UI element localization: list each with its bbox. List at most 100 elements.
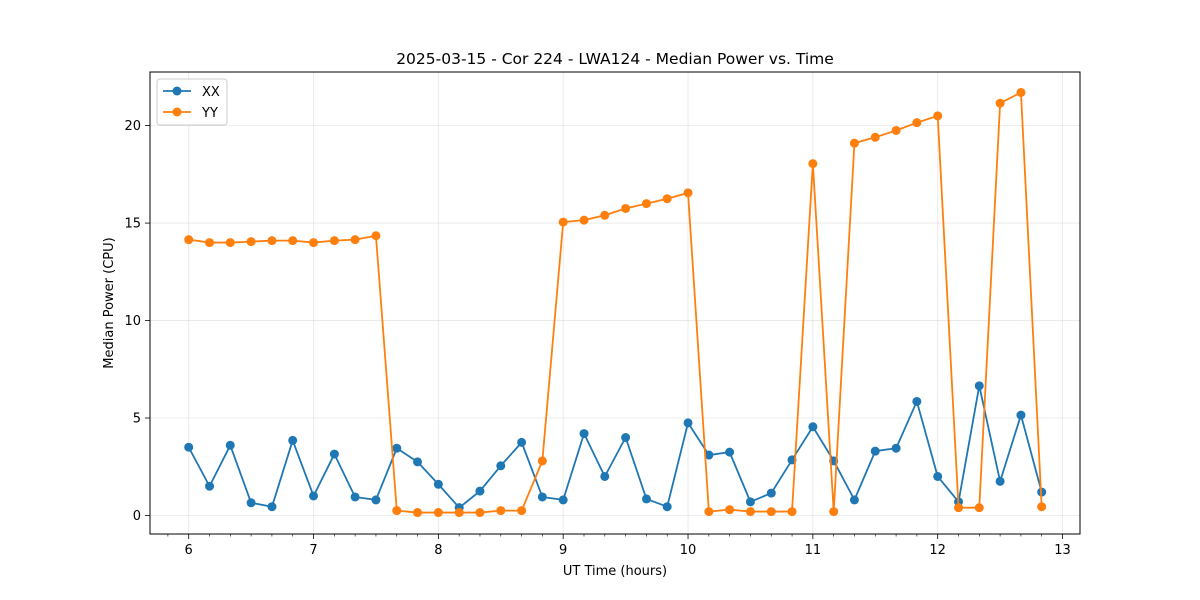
data-point-yy: [371, 231, 381, 241]
x-tick-label: 6: [185, 543, 193, 558]
data-point-yy: [787, 507, 797, 517]
legend: XX YY: [156, 78, 228, 126]
data-point-yy: [954, 503, 964, 513]
data-point-xx: [350, 492, 360, 502]
data-point-yy: [704, 507, 714, 517]
data-point-xx: [246, 498, 256, 508]
data-point-yy: [808, 159, 818, 169]
data-point-xx: [933, 471, 943, 481]
legend-label-yy: YY: [201, 106, 218, 121]
grid-lines: [150, 72, 1080, 534]
y-tick-label: 15: [124, 217, 141, 232]
data-point-xx: [288, 435, 298, 445]
data-point-xx: [558, 495, 568, 505]
data-point-xx: [1016, 410, 1026, 420]
data-point-yy: [329, 236, 339, 246]
data-point-xx: [974, 381, 984, 391]
data-point-xx: [537, 492, 547, 502]
data-point-xx: [267, 502, 277, 512]
data-point-yy: [392, 506, 402, 516]
data-point-xx: [184, 442, 194, 452]
data-point-xx: [662, 502, 672, 512]
data-point-yy: [766, 507, 776, 517]
data-point-yy: [537, 456, 547, 466]
data-point-yy: [1037, 502, 1047, 512]
data-point-xx: [995, 476, 1005, 486]
data-point-yy: [433, 508, 443, 518]
data-point-xx: [600, 471, 610, 481]
series-line-xx: [187, 384, 1043, 509]
data-point-xx: [433, 479, 443, 489]
legend-marker-yy: [172, 107, 182, 117]
data-point-xx: [225, 440, 235, 450]
axis-ticks: 6 7 8 9 10 11 12 13 0 5 10 15 20: [124, 119, 1070, 558]
data-point-xx: [808, 422, 818, 432]
data-point-yy: [517, 506, 527, 516]
x-tick-label: 11: [805, 543, 822, 558]
data-point-xx: [725, 447, 735, 457]
data-point-xx: [745, 497, 755, 507]
x-axis-label: UT Time (hours): [563, 564, 667, 579]
chart-title: 2025-03-15 - Cor 224 - LWA124 - Median P…: [396, 50, 834, 68]
legend-label-xx: XX: [202, 85, 220, 100]
data-point-yy: [454, 508, 464, 518]
data-point-xx: [475, 486, 485, 496]
data-point-xx: [371, 495, 381, 505]
data-point-yy: [974, 503, 984, 513]
data-point-yy: [1016, 87, 1026, 97]
y-tick-label: 20: [124, 119, 141, 134]
data-point-yy: [995, 98, 1005, 108]
data-point-yy: [267, 236, 277, 246]
data-point-xx: [621, 433, 631, 443]
data-point-xx: [309, 491, 319, 501]
data-point-yy: [662, 194, 672, 204]
data-point-yy: [683, 188, 693, 198]
data-point-yy: [600, 210, 610, 220]
data-point-yy: [870, 132, 880, 142]
x-tick-label: 10: [680, 543, 697, 558]
data-point-xx: [517, 437, 527, 447]
data-point-yy: [309, 238, 319, 248]
data-point-yy: [413, 508, 423, 518]
x-tick-label: 7: [309, 543, 317, 558]
data-point-xx: [683, 418, 693, 428]
data-point-xx: [891, 443, 901, 453]
x-tick-label: 9: [559, 543, 567, 558]
y-tick-label: 0: [133, 509, 141, 524]
data-point-yy: [745, 507, 755, 517]
data-point-xx: [413, 457, 423, 467]
data-point-yy: [205, 238, 215, 248]
data-point-xx: [579, 429, 589, 439]
data-point-yy: [475, 508, 485, 518]
data-point-yy: [225, 238, 235, 248]
data-point-yy: [725, 505, 735, 515]
data-point-xx: [849, 495, 859, 505]
data-point-yy: [912, 118, 922, 128]
data-point-yy: [849, 138, 859, 148]
data-point-yy: [558, 217, 568, 227]
data-point-yy: [579, 215, 589, 225]
series-layer: [184, 87, 1047, 518]
x-tick-label: 8: [434, 543, 442, 558]
data-point-xx: [766, 488, 776, 498]
data-point-yy: [184, 235, 194, 245]
data-point-yy: [621, 203, 631, 213]
y-tick-label: 10: [124, 314, 141, 329]
data-point-xx: [641, 494, 651, 504]
data-point-xx: [205, 481, 215, 491]
axes-frame: [149, 71, 1081, 535]
y-tick-label: 5: [133, 412, 141, 427]
data-point-yy: [246, 237, 256, 247]
data-point-yy: [350, 235, 360, 245]
data-point-yy: [933, 111, 943, 121]
legend-marker-xx: [172, 86, 182, 96]
data-point-xx: [496, 461, 506, 471]
data-point-yy: [829, 507, 839, 517]
x-tick-label: 12: [929, 543, 946, 558]
data-point-xx: [392, 443, 402, 453]
y-axis-label: Median Power (CPU): [102, 237, 117, 368]
data-point-xx: [912, 396, 922, 406]
data-point-xx: [870, 446, 880, 456]
data-point-yy: [496, 506, 506, 516]
data-point-xx: [329, 449, 339, 459]
